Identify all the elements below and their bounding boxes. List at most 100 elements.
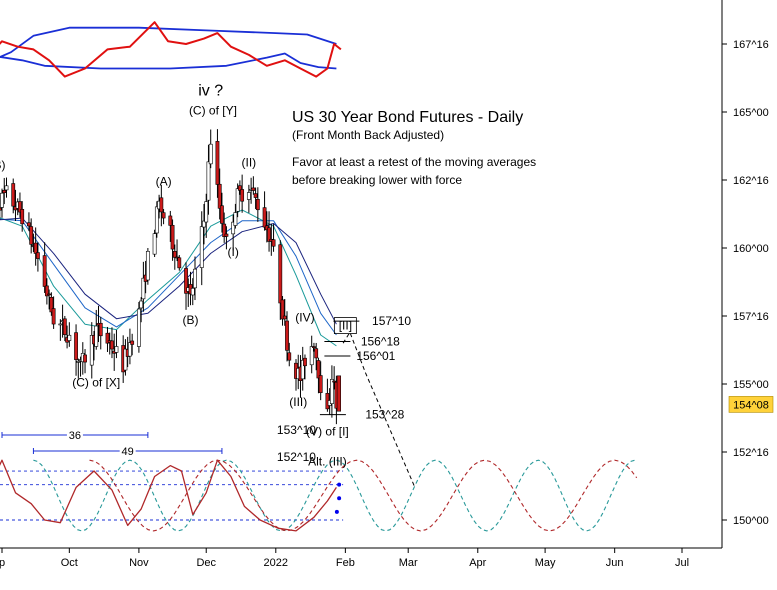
candle-body	[33, 242, 38, 254]
candle-body	[251, 187, 256, 191]
price-candles	[0, 129, 341, 425]
candle-body	[105, 332, 110, 344]
candle	[312, 342, 316, 352]
cycle-bracket-label: 49	[122, 446, 134, 458]
candle-body	[280, 299, 285, 320]
candle	[145, 248, 150, 285]
candle-body	[170, 225, 175, 250]
candle	[98, 316, 103, 350]
wave-label: (II)	[242, 155, 257, 169]
chart-title: US 30 Year Bond Futures - Daily	[292, 109, 523, 126]
candle-body	[62, 318, 67, 335]
candle-body	[246, 192, 251, 200]
candle	[110, 327, 114, 359]
candle-body	[145, 250, 150, 281]
candle-body	[190, 288, 195, 296]
candle-body	[314, 348, 319, 359]
x-axis-tick-label: Apr	[469, 557, 486, 569]
candle-body	[217, 183, 222, 209]
candle	[177, 255, 182, 271]
candle	[271, 224, 276, 252]
moving-average-line	[0, 218, 337, 336]
candle-body	[154, 206, 159, 234]
candle	[314, 342, 319, 371]
candle	[222, 212, 227, 243]
wave-label-box	[333, 317, 357, 335]
candle-body	[51, 308, 56, 325]
candle-body	[303, 357, 307, 367]
candle	[139, 297, 144, 323]
candle-body	[47, 293, 52, 296]
candle-body	[312, 346, 316, 348]
cycle-oscillator-line	[0, 459, 337, 532]
cycle-bracket-label: 36	[69, 430, 81, 442]
candle-body	[316, 360, 321, 379]
candle	[285, 311, 289, 362]
wave-label: (C) of [Y]	[189, 104, 237, 118]
candle-body	[309, 346, 314, 366]
candle-body	[67, 334, 72, 341]
candle	[141, 261, 146, 312]
cycle-marker	[337, 482, 342, 487]
wave-label: (IV)	[295, 310, 314, 324]
candle	[105, 326, 110, 352]
wave-label: [II]	[339, 319, 352, 333]
price-level-label: 157^10	[372, 314, 411, 328]
candle	[309, 335, 314, 374]
candle-body	[235, 188, 240, 212]
moving-average-line	[0, 209, 337, 347]
candle-body	[89, 335, 94, 366]
candle	[20, 201, 25, 232]
candle-body	[318, 375, 323, 393]
candle-body	[199, 226, 204, 268]
candle	[76, 358, 81, 379]
candle	[29, 218, 34, 254]
candle-body	[184, 268, 188, 294]
y-axis-tick-label: 167^16	[733, 39, 769, 51]
candle	[325, 378, 330, 412]
candle	[208, 129, 213, 169]
x-axis-tick-label: Oct	[61, 557, 78, 569]
x-axis-tick-label: May	[535, 557, 556, 569]
candle-body	[98, 322, 103, 337]
x-axis-tick-label: Dec	[196, 557, 216, 569]
red-cycle-line	[89, 459, 638, 532]
candle	[74, 324, 78, 376]
candle-body	[11, 183, 16, 207]
candle	[330, 365, 334, 418]
x-axis-tick-label: Jul	[675, 557, 689, 569]
candle-body	[123, 348, 128, 371]
candle-body	[94, 325, 99, 347]
cycle-bracket-label-bg	[119, 445, 136, 456]
candle-body	[18, 201, 22, 213]
candle-body	[20, 209, 25, 225]
candle	[251, 176, 256, 195]
candle	[240, 174, 245, 213]
candle	[44, 278, 49, 305]
candle-body	[74, 332, 78, 360]
candle-body	[136, 308, 141, 347]
candle	[128, 328, 132, 365]
candle	[136, 301, 141, 353]
candle-body	[215, 141, 220, 185]
candle-body	[237, 185, 242, 191]
candle-body	[282, 315, 287, 320]
candle	[4, 177, 9, 198]
candle-body	[128, 342, 132, 357]
candle	[280, 296, 285, 326]
candle	[58, 319, 63, 341]
commentary-line-1: Favor at least a retest of the moving av…	[292, 155, 536, 169]
candle-body	[110, 340, 114, 350]
candle	[114, 329, 119, 359]
candle	[231, 214, 236, 251]
candle-body	[222, 223, 227, 238]
candle	[51, 296, 56, 329]
candle	[204, 193, 209, 238]
candle-body	[240, 189, 245, 202]
wave-label: Alt. (III)	[308, 455, 347, 469]
candle-body	[202, 220, 206, 228]
cycle-bracket: 49	[32, 445, 223, 458]
candle	[172, 244, 177, 270]
candle	[246, 184, 251, 213]
x-axis-tick-label: Jun	[606, 557, 624, 569]
